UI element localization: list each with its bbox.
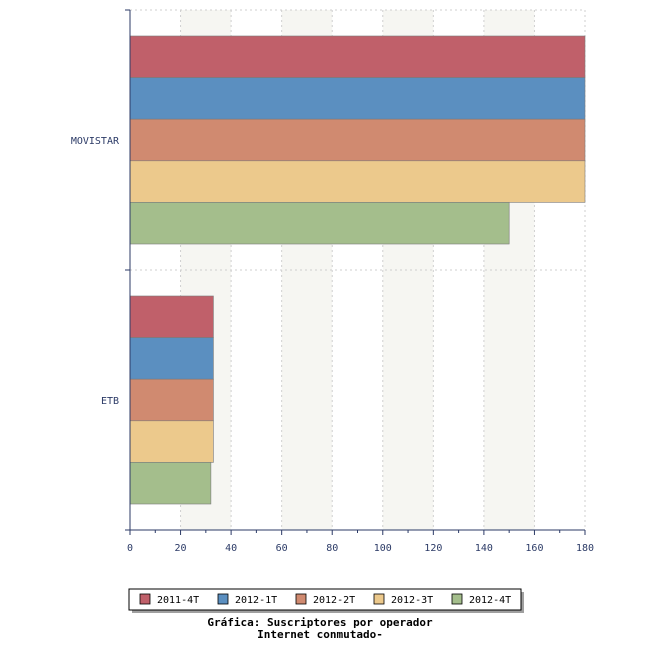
bar-etb-2012-4t xyxy=(129,462,212,505)
legend-label: 2012-3T xyxy=(391,595,433,606)
chart-caption-line-2: Internet conmutado- xyxy=(257,628,383,641)
legend-swatch xyxy=(295,593,307,605)
legend-swatch xyxy=(217,593,229,605)
bar-movistar-2012-2t xyxy=(129,118,586,162)
bar-movistar-2012-3t xyxy=(129,160,586,203)
x-tick-label: 0 xyxy=(127,543,133,554)
x-tick-label: 80 xyxy=(326,543,338,554)
bar-etb-2012-3t xyxy=(129,420,214,463)
x-tick-label: 40 xyxy=(225,543,237,554)
legend-label: 2012-1T xyxy=(235,595,277,606)
x-tick-label: 100 xyxy=(374,543,392,554)
x-tick-label: 180 xyxy=(576,543,594,554)
bar-movistar-2012-4t xyxy=(129,202,510,245)
legend-swatch xyxy=(139,593,151,605)
legend-swatch xyxy=(373,593,385,605)
bar-movistar-2012-1t xyxy=(129,77,586,120)
category-label: ETB xyxy=(101,396,119,407)
legend-label: 2012-2T xyxy=(313,595,355,606)
legend-label: 2012-4T xyxy=(469,595,511,606)
bar-etb-2011-4t xyxy=(129,295,214,338)
x-tick-label: 60 xyxy=(276,543,288,554)
legend-label: 2011-4T xyxy=(157,595,199,606)
chart-caption-line-1: Gráfica: Suscriptores por operador xyxy=(207,616,433,629)
x-tick-label: 20 xyxy=(175,543,187,554)
bar-etb-2012-2t xyxy=(129,378,214,422)
x-tick-label: 120 xyxy=(424,543,442,554)
bar-etb-2012-1t xyxy=(129,337,214,380)
bar-movistar-2011-4t xyxy=(129,35,586,78)
legend-swatch xyxy=(451,593,463,605)
x-tick-label: 140 xyxy=(475,543,493,554)
category-label: MOVISTAR xyxy=(71,136,120,147)
x-tick-label: 160 xyxy=(525,543,543,554)
